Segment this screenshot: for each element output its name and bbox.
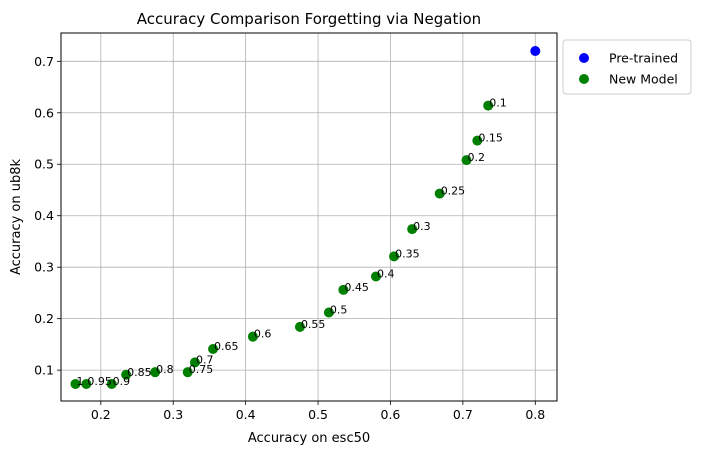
point-label: 0.95 <box>87 375 112 388</box>
legend-marker <box>579 74 589 84</box>
point-label: 0.45 <box>344 281 369 294</box>
x-axis-label: Accuracy on esc50 <box>248 431 370 446</box>
point-label: 0.75 <box>189 363 214 376</box>
grid-lines <box>61 33 557 401</box>
y-tick-label: 0.5 <box>34 157 54 172</box>
data-point <box>294 321 305 332</box>
y-tick-label: 0.4 <box>34 208 54 223</box>
y-tick-label: 0.2 <box>34 311 54 326</box>
legend: Pre-trained New Model <box>562 39 692 95</box>
chart-title: Accuracy Comparison Forgetting via Negat… <box>137 10 481 28</box>
y-tick-label: 0.6 <box>34 105 54 120</box>
point-label: 0.6 <box>254 328 272 341</box>
point-label: 0.85 <box>127 366 151 379</box>
point-label: 0.2 <box>467 151 485 164</box>
point-label: 1 <box>76 375 83 388</box>
point-annotations: 0.1 0.15 0.2 0.25 0.3 0.350.4 0.45 0.5 0.55 0.6 0.… <box>76 97 506 388</box>
point-label: 0.1 <box>489 97 507 110</box>
legend-box <box>562 39 692 95</box>
point-label: 0.25 <box>441 185 466 198</box>
point-label: 0.4 <box>377 267 395 280</box>
y-axis-label: Accuracy on ub8k <box>9 158 24 275</box>
data-point <box>106 379 117 390</box>
data-point <box>434 188 445 199</box>
data-point <box>472 135 483 146</box>
x-tick-label: 0.8 <box>525 407 545 422</box>
point-label: 0.9 <box>113 375 130 388</box>
y-tick-label: 0.7 <box>34 54 54 69</box>
legend-marker <box>579 53 589 63</box>
point-label: 0.15 <box>478 132 503 145</box>
plot-area-frame <box>60 32 558 402</box>
data-point <box>323 307 334 318</box>
point-label: 0.8 <box>156 363 174 376</box>
point-label: 0.35 <box>395 247 420 260</box>
data-point <box>81 379 92 390</box>
data-point <box>189 357 200 368</box>
y-tick-label: 0.3 <box>34 260 54 275</box>
x-tick-label: 0.4 <box>236 407 256 422</box>
data-point <box>370 271 381 282</box>
legend-label: New Model <box>609 72 678 87</box>
data-point <box>407 224 418 235</box>
y-tick-label: 0.1 <box>34 363 54 378</box>
point-label: 0.5 <box>330 303 348 316</box>
data-points <box>70 46 541 390</box>
data-point <box>483 100 494 111</box>
legend-label: Pre-trained <box>609 51 678 66</box>
x-tick-label: 0.3 <box>163 407 183 422</box>
data-point <box>338 284 349 295</box>
data-point <box>208 344 219 355</box>
x-tick-label: 0.7 <box>453 407 473 422</box>
point-label: 0.3 <box>413 220 431 233</box>
x-tick-label: 0.5 <box>308 407 328 422</box>
x-tick-label: 0.6 <box>381 407 401 422</box>
data-point <box>182 367 193 378</box>
axis-ticks: 0.2 0.3 0.4 0.5 0.6 0.7 0.80.10.20.30.40.50.60… <box>34 54 545 422</box>
data-point <box>530 46 541 57</box>
x-tick-label: 0.2 <box>91 407 111 422</box>
data-point <box>247 331 258 342</box>
data-point <box>121 369 132 380</box>
data-point <box>70 379 81 390</box>
data-point <box>389 251 400 262</box>
point-label: 0.7 <box>196 353 214 366</box>
point-label: 0.55 <box>301 318 326 331</box>
data-point <box>461 155 472 166</box>
point-label: 0.65 <box>214 340 239 353</box>
data-point <box>150 367 161 378</box>
